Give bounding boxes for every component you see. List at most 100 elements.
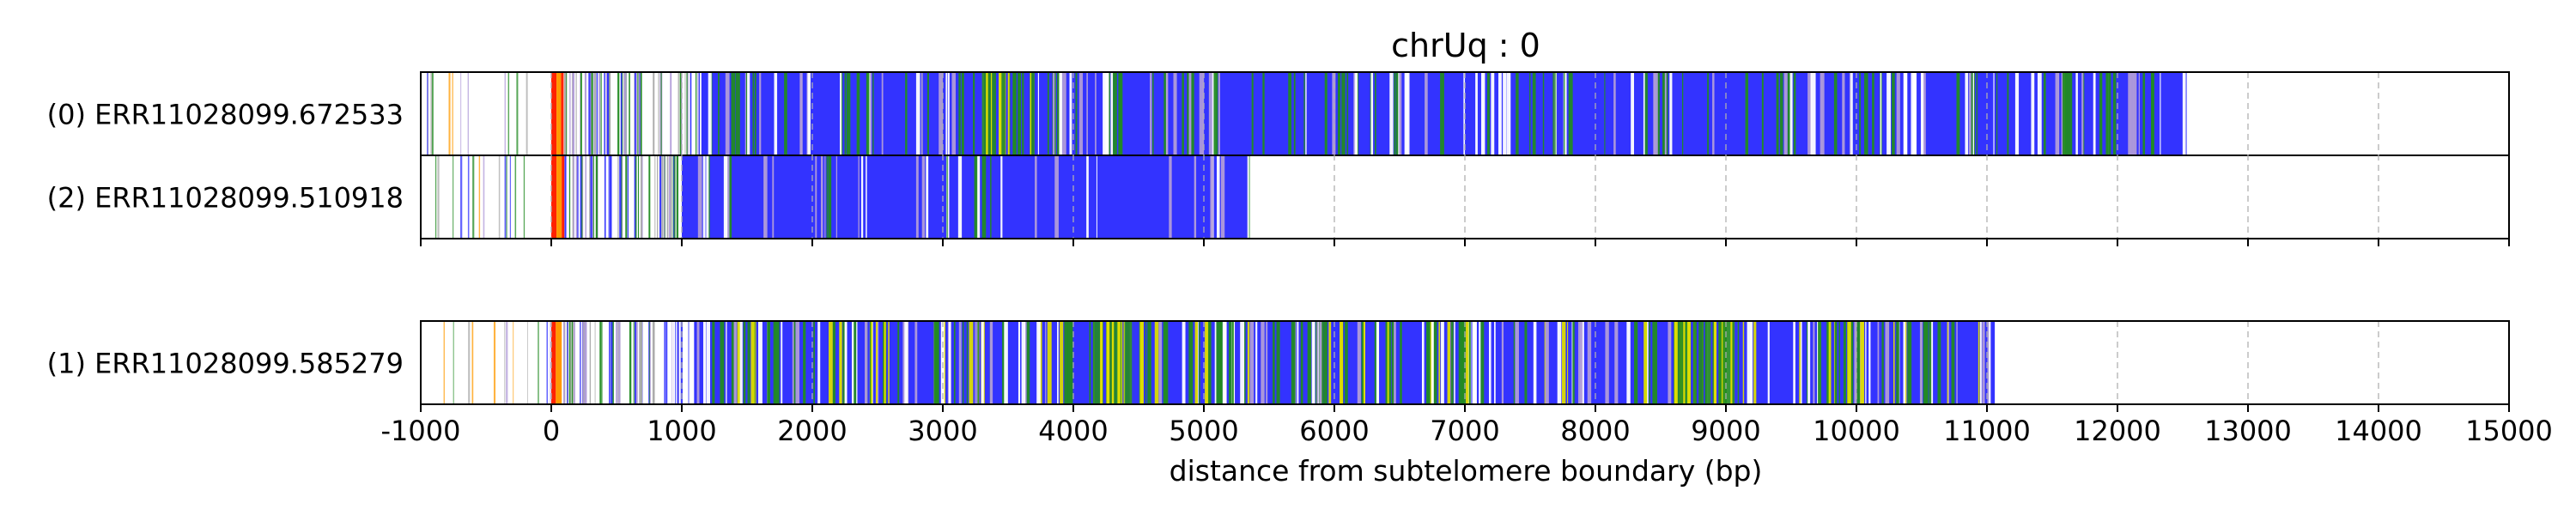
- feature-line: [1979, 321, 1982, 404]
- feature-line: [759, 72, 762, 155]
- feature-segment: [551, 155, 557, 239]
- feature-line: [1654, 72, 1658, 155]
- feature-line: [884, 321, 886, 404]
- feature-line: [1631, 72, 1634, 155]
- feature-line: [648, 155, 651, 239]
- feature-line: [514, 155, 517, 239]
- feature-line: [2082, 72, 2085, 155]
- feature-line: [1216, 155, 1220, 239]
- feature-line: [565, 72, 568, 155]
- feature-line: [1118, 72, 1121, 155]
- feature-line: [1005, 72, 1010, 155]
- feature-line: [1276, 321, 1280, 404]
- feature-line: [1800, 321, 1802, 404]
- feature-line: [855, 321, 858, 404]
- feature-line: [1261, 321, 1265, 404]
- feature-line: [747, 72, 750, 155]
- feature-line: [654, 155, 656, 239]
- feature-line: [1016, 72, 1018, 155]
- feature-line: [1224, 321, 1227, 404]
- feature-segment: [556, 72, 562, 155]
- read-track: (0) ERR11028099.672533: [47, 72, 2187, 155]
- feature-line: [973, 72, 975, 155]
- feature-line: [460, 155, 463, 239]
- feature-line: [842, 321, 846, 404]
- feature-line: [619, 155, 622, 239]
- feature-line: [688, 321, 690, 404]
- feature-line: [767, 321, 770, 404]
- feature-line: [1361, 321, 1364, 404]
- feature-line: [1826, 321, 1832, 404]
- feature-line: [472, 155, 475, 239]
- feature-line: [2099, 72, 2103, 155]
- feature-line: [1683, 321, 1686, 404]
- feature-line: [564, 155, 567, 239]
- feature-line: [981, 155, 987, 239]
- feature-line: [1807, 321, 1811, 404]
- feature-line: [605, 72, 608, 155]
- feature-line: [995, 72, 999, 155]
- feature-line: [1799, 321, 1801, 404]
- feature-line: [1877, 321, 1880, 404]
- feature-line: [1095, 72, 1097, 155]
- feature-line: [649, 321, 651, 404]
- feature-line: [866, 155, 867, 239]
- feature-line: [1392, 321, 1394, 404]
- feature-line: [767, 321, 769, 404]
- feature-line: [580, 155, 582, 239]
- x-tick-label: 7000: [1430, 415, 1499, 447]
- feature-line: [828, 155, 832, 239]
- feature-line: [1885, 321, 1890, 404]
- feature-line: [1503, 72, 1507, 155]
- feature-line: [1604, 72, 1606, 155]
- feature-line: [712, 321, 715, 404]
- feature-line: [1213, 72, 1218, 155]
- feature-line: [957, 155, 963, 239]
- feature-line: [739, 321, 743, 404]
- feature-line: [1552, 72, 1554, 155]
- feature-line: [1057, 72, 1060, 155]
- feature-line: [1892, 72, 1895, 155]
- feature-line: [2063, 72, 2066, 155]
- feature-line: [747, 321, 750, 404]
- feature-line: [876, 321, 878, 404]
- feature-line: [1707, 72, 1709, 155]
- feature-line: [1475, 72, 1478, 155]
- feature-line: [1951, 321, 1955, 404]
- feature-line: [733, 321, 737, 404]
- feature-line: [1669, 72, 1673, 155]
- feature-line: [670, 72, 672, 155]
- feature-line: [1920, 72, 1923, 155]
- feature-line: [1312, 321, 1315, 404]
- feature-line: [611, 321, 613, 404]
- feature-line: [1735, 321, 1738, 404]
- feature-line: [905, 72, 908, 155]
- feature-line: [1394, 321, 1396, 404]
- feature-line: [1976, 72, 1978, 155]
- feature-line: [629, 321, 632, 404]
- feature-line: [504, 72, 506, 155]
- feature-line: [1200, 72, 1205, 155]
- feature-line: [601, 321, 603, 404]
- feature-line: [1324, 72, 1327, 155]
- feature-line: [1745, 72, 1749, 155]
- feature-line: [568, 155, 571, 239]
- feature-line: [448, 72, 451, 155]
- feature-line: [946, 155, 948, 239]
- feature-line: [881, 72, 884, 155]
- feature-line: [914, 321, 918, 404]
- feature-line: [737, 321, 741, 404]
- feature-line: [2182, 72, 2186, 155]
- feature-line: [832, 321, 835, 404]
- feature-line: [1110, 72, 1114, 155]
- feature-line: [1516, 72, 1519, 155]
- feature-line: [1064, 321, 1068, 404]
- feature-line: [1106, 321, 1110, 404]
- feature-line: [546, 321, 549, 404]
- feature-line: [1555, 72, 1557, 155]
- feature-line: [1208, 321, 1212, 404]
- feature-line: [1328, 321, 1332, 404]
- feature-line: [583, 321, 585, 404]
- x-tick-label: 10000: [1813, 415, 1900, 447]
- feature-line: [675, 321, 677, 404]
